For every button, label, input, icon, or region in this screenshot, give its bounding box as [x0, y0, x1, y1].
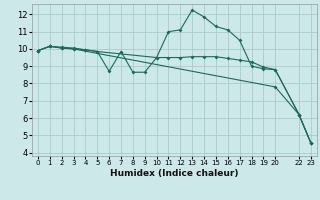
X-axis label: Humidex (Indice chaleur): Humidex (Indice chaleur) [110, 169, 239, 178]
